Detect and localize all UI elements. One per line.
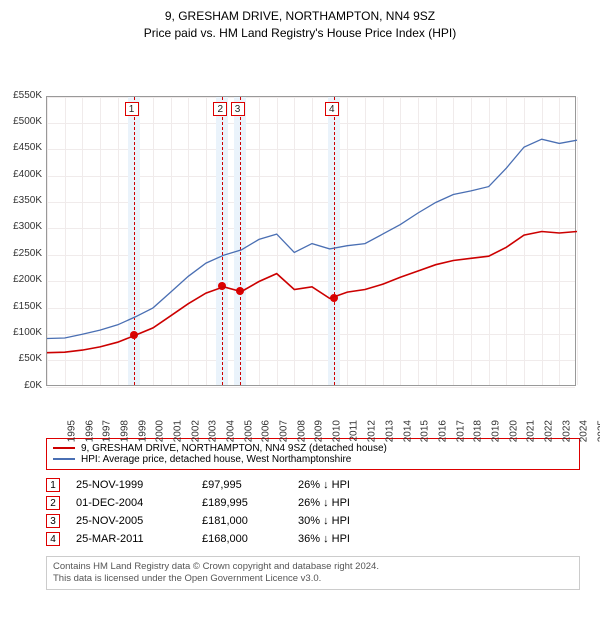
legend-label-property: 9, GRESHAM DRIVE, NORTHAMPTON, NN4 9SZ (… (81, 443, 387, 454)
y-tick-label: £500K (2, 116, 42, 127)
x-tick-label: 1999 (137, 420, 148, 442)
legend: 9, GRESHAM DRIVE, NORTHAMPTON, NN4 9SZ (… (46, 438, 580, 470)
x-tick-label: 2007 (278, 420, 289, 442)
x-tick-label: 2009 (314, 420, 325, 442)
y-tick-label: £50K (2, 353, 42, 364)
x-tick-label: 2004 (225, 420, 236, 442)
y-tick-label: £350K (2, 195, 42, 206)
y-tick-label: £550K (2, 90, 42, 101)
legend-swatch-hpi (53, 458, 75, 460)
y-tick-label: £400K (2, 169, 42, 180)
x-tick-label: 2005 (243, 420, 254, 442)
x-tick-label: 2025 (596, 420, 600, 442)
sale-price: £189,995 (202, 497, 282, 509)
footer-line-1: Contains HM Land Registry data © Crown c… (53, 561, 573, 573)
title-line-1: 9, GRESHAM DRIVE, NORTHAMPTON, NN4 9SZ (0, 8, 600, 25)
x-tick-label: 2012 (367, 420, 378, 442)
x-tick-label: 2006 (261, 420, 272, 442)
sales-row: 1 25-NOV-1999 £97,995 26% ↓ HPI (46, 476, 580, 494)
x-tick-label: 1995 (66, 420, 77, 442)
x-tick-label: 2016 (437, 420, 448, 442)
y-tick-label: £150K (2, 301, 42, 312)
y-tick-label: £100K (2, 327, 42, 338)
sale-marker: 4 (325, 102, 339, 116)
legend-item-hpi: HPI: Average price, detached house, West… (53, 454, 573, 465)
y-tick-label: £300K (2, 221, 42, 232)
x-tick-label: 2001 (172, 420, 183, 442)
x-tick-label: 2021 (526, 420, 537, 442)
series-hpi (47, 139, 577, 338)
x-tick-label: 2011 (348, 420, 359, 442)
x-tick-label: 2010 (331, 420, 342, 442)
sales-row: 2 01-DEC-2004 £189,995 26% ↓ HPI (46, 494, 580, 512)
sale-index: 1 (46, 478, 60, 492)
sale-date: 25-NOV-2005 (76, 515, 186, 527)
x-tick-label: 2020 (508, 420, 519, 442)
figure: 9, GRESHAM DRIVE, NORTHAMPTON, NN4 9SZ P… (0, 0, 600, 620)
x-tick-label: 2023 (561, 420, 572, 442)
sale-date: 25-NOV-1999 (76, 479, 186, 491)
sale-vs-hpi: 36% ↓ HPI (298, 533, 388, 545)
x-tick-label: 2000 (155, 420, 166, 442)
legend-label-hpi: HPI: Average price, detached house, West… (81, 454, 351, 465)
x-tick-label: 2018 (473, 420, 484, 442)
x-tick-label: 1997 (102, 420, 113, 442)
x-tick-label: 1998 (119, 420, 130, 442)
x-tick-label: 2024 (579, 420, 590, 442)
sale-vs-hpi: 26% ↓ HPI (298, 497, 388, 509)
sale-index: 4 (46, 532, 60, 546)
sale-price: £97,995 (202, 479, 282, 491)
sales-row: 4 25-MAR-2011 £168,000 36% ↓ HPI (46, 530, 580, 548)
sale-date: 25-MAR-2011 (76, 533, 186, 545)
x-tick-label: 2002 (190, 420, 201, 442)
sale-marker: 2 (213, 102, 227, 116)
sale-index: 3 (46, 514, 60, 528)
legend-swatch-property (53, 447, 75, 449)
x-tick-label: 2022 (543, 420, 554, 442)
sale-price: £181,000 (202, 515, 282, 527)
sale-marker: 1 (125, 102, 139, 116)
footer-line-2: This data is licensed under the Open Gov… (53, 573, 573, 585)
sale-index: 2 (46, 496, 60, 510)
chart-area: £0K £50K £100K £150K £200K £250K £300K £350K £40… (0, 50, 600, 432)
x-tick-label: 2003 (208, 420, 219, 442)
gridline-h (47, 387, 575, 388)
x-tick-label: 2019 (490, 420, 501, 442)
series-lines (47, 97, 577, 387)
sale-date: 01-DEC-2004 (76, 497, 186, 509)
series-property (47, 231, 577, 352)
plot-area (46, 96, 576, 386)
title-line-2: Price paid vs. HM Land Registry's House … (0, 25, 600, 42)
sales-row: 3 25-NOV-2005 £181,000 30% ↓ HPI (46, 512, 580, 530)
x-tick-label: 2017 (455, 420, 466, 442)
sale-vs-hpi: 26% ↓ HPI (298, 479, 388, 491)
sale-vs-hpi: 30% ↓ HPI (298, 515, 388, 527)
sale-marker: 3 (231, 102, 245, 116)
sale-price: £168,000 (202, 533, 282, 545)
x-tick-label: 2013 (384, 420, 395, 442)
y-tick-label: £250K (2, 248, 42, 259)
chart-title: 9, GRESHAM DRIVE, NORTHAMPTON, NN4 9SZ P… (0, 8, 600, 42)
y-tick-label: £450K (2, 142, 42, 153)
y-tick-label: £200K (2, 274, 42, 285)
x-tick-label: 1996 (84, 420, 95, 442)
x-tick-label: 2008 (296, 420, 307, 442)
x-tick-label: 2014 (402, 420, 413, 442)
attribution: Contains HM Land Registry data © Crown c… (46, 556, 580, 591)
legend-item-property: 9, GRESHAM DRIVE, NORTHAMPTON, NN4 9SZ (… (53, 443, 573, 454)
sales-table: 1 25-NOV-1999 £97,995 26% ↓ HPI 2 01-DEC-2004… (46, 476, 580, 548)
y-tick-label: £0K (2, 380, 42, 391)
gridline-v (577, 97, 578, 385)
x-tick-label: 2015 (420, 420, 431, 442)
